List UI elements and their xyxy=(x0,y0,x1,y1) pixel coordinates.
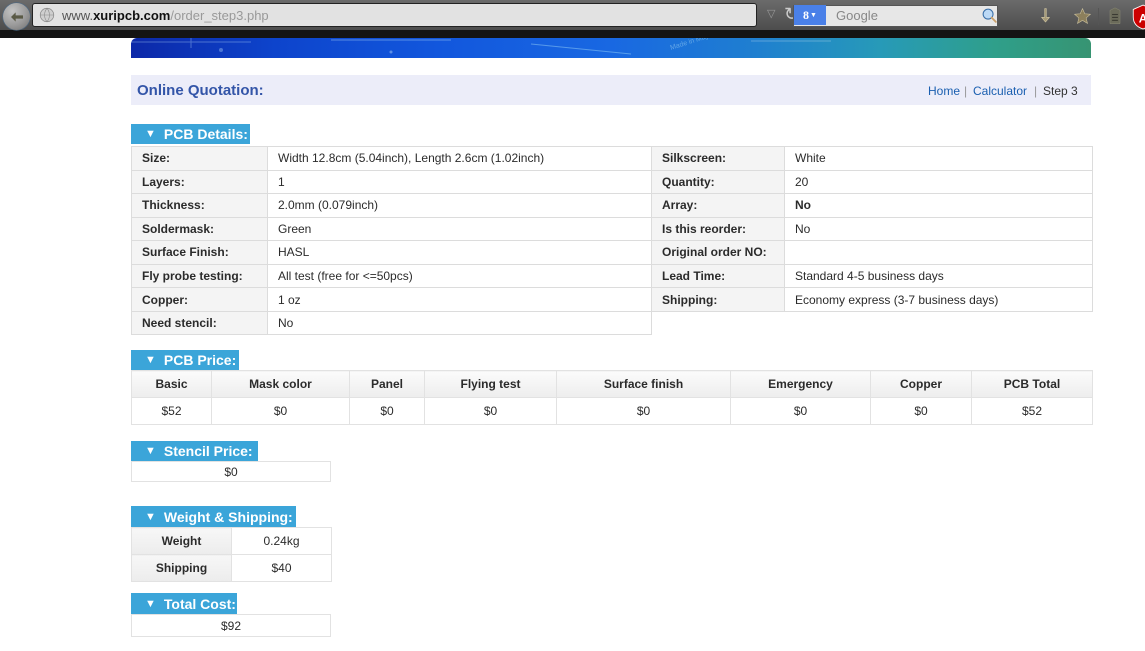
svg-text:Made in May 2011: Made in May 2011 xyxy=(669,38,726,52)
svg-text:A: A xyxy=(1139,11,1145,25)
